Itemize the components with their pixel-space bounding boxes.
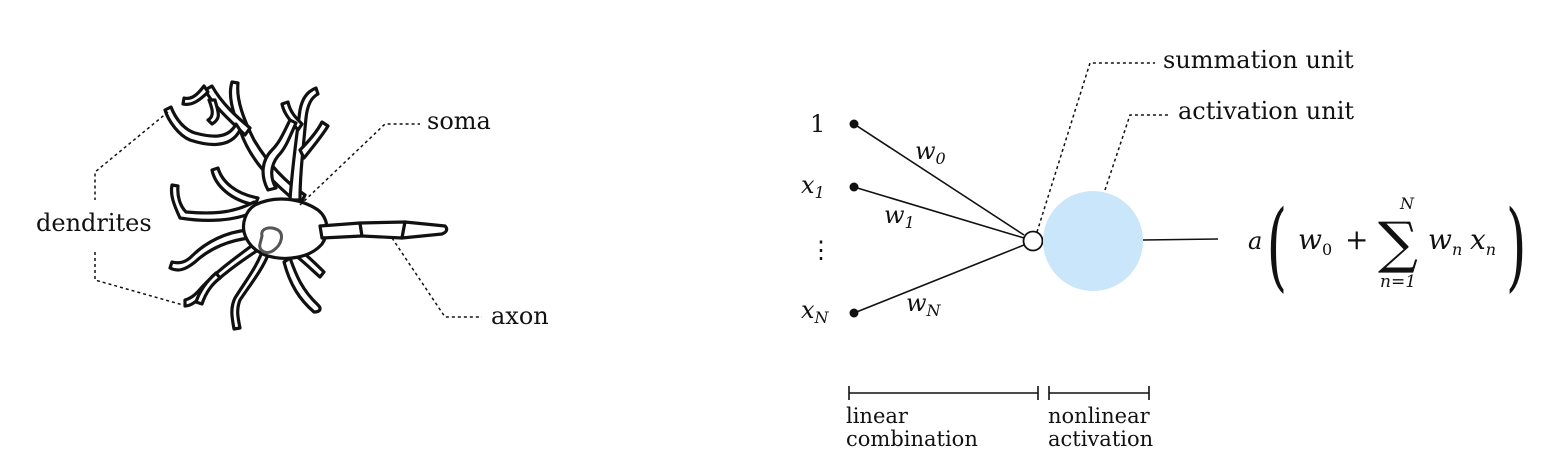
edge-w0 [853, 123, 1025, 236]
formula-right-paren: ) [1506, 191, 1527, 303]
nonlinear-activation-bracket: nonlinear activation [1048, 386, 1153, 451]
biological-neuron-drawing [163, 80, 449, 331]
soma-leader-line [299, 123, 420, 206]
formula-sigma-lower: n=1 [1380, 272, 1416, 292]
edge-wN [853, 244, 1025, 314]
activation-formula: a ( w0 + ∑ N n=1 wn xn ) [1248, 191, 1527, 303]
activation-unit-label: activation unit [1178, 97, 1354, 125]
formula-sigma: ∑ [1378, 211, 1418, 276]
summation-unit-node [1022, 230, 1044, 252]
dendrites-leader-line-lower [94, 252, 184, 306]
input-label-one: 1 [810, 110, 825, 138]
weight-label-w0: w0 [915, 137, 946, 168]
neuron-dendrites [163, 80, 330, 331]
linear-combination-label-line1: linear [846, 404, 909, 428]
weight-label-wN: wN [906, 289, 942, 320]
soma-label: soma [427, 107, 491, 135]
formula-w0: w0 [1298, 223, 1332, 259]
neuron-nucleus [258, 226, 283, 254]
formula-xn: xn [1470, 223, 1496, 259]
edge-w1 [853, 186, 1025, 239]
nonlinear-activation-label-line1: nonlinear [1048, 404, 1151, 428]
input-label-xN: xN [801, 296, 830, 327]
axon-leader-line [391, 237, 482, 318]
linear-combination-bracket: linear combination [846, 386, 1039, 451]
activation-unit-node [1043, 191, 1143, 291]
summation-unit-label: summation unit [1163, 46, 1354, 74]
neuron-soma-body [242, 197, 329, 260]
formula-plus: + [1345, 223, 1368, 256]
formula-left-paren: ( [1267, 191, 1288, 303]
output-line [1142, 238, 1219, 241]
dendrites-leader-line [94, 111, 169, 200]
formula-a: a [1248, 227, 1262, 255]
axon-label: axon [491, 302, 549, 330]
input-label-x1: x1 [801, 171, 825, 202]
formula-sigma-upper: N [1399, 194, 1415, 213]
formula-wn: wn [1428, 223, 1462, 259]
input-vdots: ⋮ [809, 236, 833, 264]
perceptron-diagram: 1 x1 ⋮ xN w0 w1 wN summation unit activa… [801, 46, 1354, 327]
weight-label-w1: w1 [884, 201, 915, 232]
dendrites-label: dendrites [36, 209, 152, 237]
linear-combination-label-line2: combination [846, 427, 978, 451]
nonlinear-activation-label-line2: activation [1048, 427, 1153, 451]
activation-unit-leader-line [1104, 114, 1170, 191]
neuron-axon [318, 220, 449, 240]
